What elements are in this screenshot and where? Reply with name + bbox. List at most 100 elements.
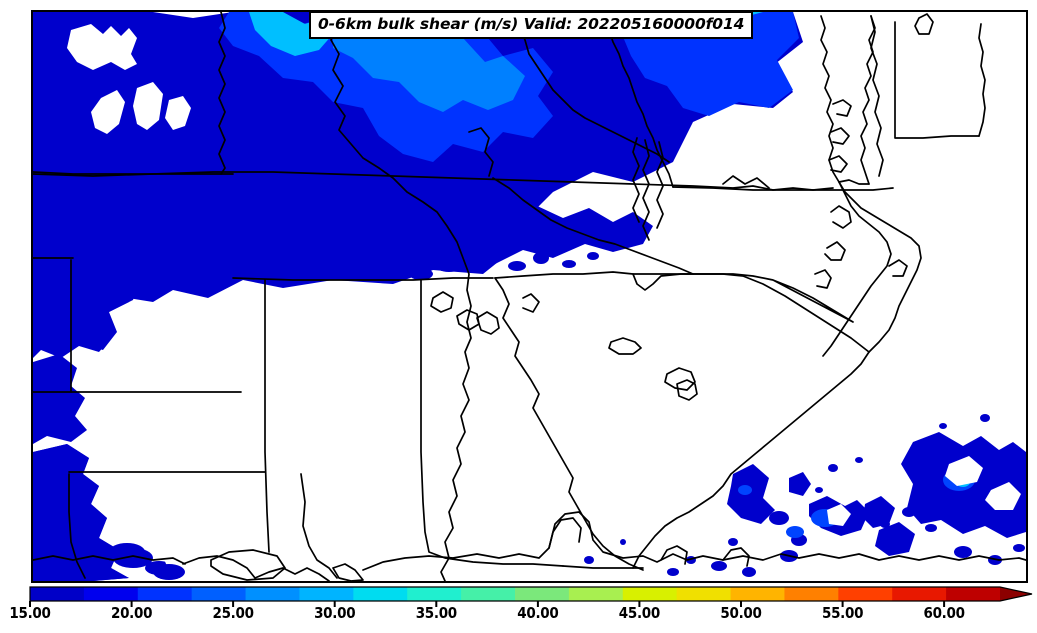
tx-la-border xyxy=(68,473,86,579)
colorbar-tick-label-55: 55.00 xyxy=(822,604,864,622)
sc-lake-marion xyxy=(664,367,696,391)
map-panel[interactable] xyxy=(31,10,1028,583)
clear-hole-se-cluster-2-top xyxy=(985,482,1021,510)
colorbar-band-17 xyxy=(946,587,1001,601)
sc-nc-border-east xyxy=(632,273,870,353)
panhandle-bay-2 xyxy=(660,545,688,565)
al-ga-border xyxy=(420,279,564,567)
maryland-delaware-border xyxy=(894,21,980,139)
sc-nc-border xyxy=(494,271,854,323)
colorbar-band-2 xyxy=(137,587,193,601)
colorbar-tick-label-15: 15.00 xyxy=(9,604,51,622)
colorbar-tick-label-25: 25.00 xyxy=(212,604,254,622)
pamlico-sound xyxy=(822,181,892,357)
shear-band-15-20-north xyxy=(33,12,803,312)
wv-ky-ohio xyxy=(512,12,670,163)
ar-mo-border xyxy=(33,171,234,175)
colorbar-ticks xyxy=(29,601,946,607)
colorbar-band-13 xyxy=(730,587,786,601)
colorbar-extend-arrow xyxy=(1000,587,1032,601)
nc-inlet-3 xyxy=(814,269,832,289)
delaware-east-coast xyxy=(978,23,986,137)
colorbar-band-15 xyxy=(838,587,893,601)
sc-lake-murray xyxy=(608,337,642,355)
colorbar-band-9 xyxy=(515,587,570,601)
tennessee-river-2 xyxy=(656,141,664,229)
ga-lake-sinclair xyxy=(456,309,480,331)
tennessee-river-1 xyxy=(642,139,650,241)
clear-hole-dot-1 xyxy=(172,109,176,113)
ky-va-notch xyxy=(722,175,770,189)
colorbar-svg[interactable] xyxy=(0,583,1037,633)
ga-sc-savannah-river xyxy=(494,277,644,571)
gulf-coast-panhandle xyxy=(362,511,1026,571)
tn-southern-border xyxy=(232,277,494,281)
shear-band-15-20-mississippi-top xyxy=(33,254,137,358)
chesapeake-inlet-3 xyxy=(828,155,848,173)
shear-band-15-20-louisiana-top xyxy=(33,444,129,581)
colorbar-tick-label-40: 40.00 xyxy=(517,604,559,622)
chesapeake-bay-east xyxy=(860,15,876,185)
mo-il-river xyxy=(218,12,226,175)
sc-lake-moultrie xyxy=(676,379,698,401)
colorbar-band-14 xyxy=(784,587,839,601)
chesapeake-inlet-1 xyxy=(832,99,852,117)
delmarva-west-shore xyxy=(870,15,884,177)
ky-wv-river xyxy=(468,127,494,177)
ga-lake-hartwell xyxy=(476,311,500,335)
colorbar-band-6 xyxy=(353,587,408,601)
clear-hole-upperleft-1 xyxy=(67,24,137,70)
nc-inlet-2 xyxy=(824,241,846,261)
panhandle-bay-3 xyxy=(722,547,750,567)
nc-va-border xyxy=(672,186,894,191)
shear-band-15-20-arkla xyxy=(33,354,87,444)
colorbar-band-11 xyxy=(622,587,678,601)
nc-coastline-outer-banks xyxy=(838,181,922,353)
shear-patch-gulf-1b xyxy=(113,548,153,568)
colorbar-band-4 xyxy=(245,587,301,601)
chesapeake-bay-mouth xyxy=(838,179,870,185)
geography-layer xyxy=(33,12,1026,581)
clear-hole-se-cluster-top xyxy=(945,456,983,486)
nc-cape-lookout xyxy=(888,259,908,277)
colorbar-tick-label-45: 45.00 xyxy=(618,604,660,622)
colorbar-band-8 xyxy=(461,587,516,601)
clear-hole-upperleft-2 xyxy=(91,90,125,134)
colorbar-tick-label-50: 50.00 xyxy=(720,604,762,622)
sc-coastline xyxy=(632,351,870,569)
nc-inlet-1 xyxy=(830,205,852,229)
clear-hole-offshore-1-top xyxy=(827,504,851,526)
tx-coast xyxy=(33,555,186,565)
shear-contour-map[interactable] xyxy=(33,12,1026,581)
shear-patch-gulf-2b xyxy=(153,564,185,580)
clear-hole-upperleft-4 xyxy=(165,96,191,130)
panhandle-bays xyxy=(548,517,582,549)
colorbar-band-12 xyxy=(676,587,732,601)
colorbar-band-0 xyxy=(30,587,85,601)
lake-pontchartrain xyxy=(210,549,286,581)
shear-shading-layer xyxy=(33,12,1026,581)
tennessee-river-3 xyxy=(632,137,640,223)
colorbar-band-3 xyxy=(191,587,247,601)
shear-patch-gulf-3b xyxy=(584,556,594,564)
colorbar-band-7 xyxy=(407,587,462,601)
colorbar-tick-label-60: 60.00 xyxy=(923,604,965,622)
shear-patch-mspanhandle xyxy=(620,539,626,545)
colorbar-band-10 xyxy=(568,587,624,601)
colorbar-tick-label-30: 30.00 xyxy=(314,604,356,622)
delmarva-island xyxy=(914,13,934,35)
colorbar-band-1 xyxy=(83,587,139,601)
ga-lake-lanier xyxy=(430,291,454,313)
la-east-border xyxy=(300,473,338,579)
colorbar[interactable]: 15.00 20.00 25.00 30.00 35.00 40.00 45.00 50.00… xyxy=(0,583,1037,633)
colorbar-outline xyxy=(29,586,1033,602)
clear-hole-upperleft-3 xyxy=(133,82,163,130)
chesapeake-inlet-2 xyxy=(830,127,850,145)
page-title: 0-6km bulk shear (m/s) Valid: 2022051600… xyxy=(318,15,745,33)
al-ms-border xyxy=(264,279,270,553)
colorbar-tick-label-35: 35.00 xyxy=(415,604,457,622)
chesapeake-bay-west xyxy=(820,15,840,183)
clear-area-deep-south xyxy=(143,254,1026,581)
gulf-coast-louisiana xyxy=(182,555,330,581)
